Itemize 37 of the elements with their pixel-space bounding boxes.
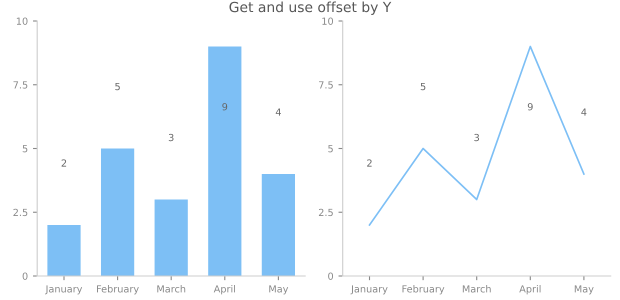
x-tick-label: April <box>214 285 235 294</box>
y-tick-label: 0 <box>22 272 28 280</box>
y-tick-label: 5 <box>22 145 28 152</box>
y-tick-label: 5 <box>328 145 333 152</box>
x-tick-label: May <box>269 285 288 294</box>
annotation: 2 <box>62 159 66 167</box>
line-series <box>368 46 585 226</box>
x-tick-label: January <box>350 285 388 294</box>
x-tick-label: January <box>45 285 82 294</box>
bar <box>154 200 188 276</box>
y-tick-label: 7.5 <box>14 81 28 89</box>
annotation: 2 <box>367 159 372 167</box>
y-tick-label: 0 <box>328 272 334 280</box>
annotation: 3 <box>474 134 480 142</box>
annotation: 5 <box>420 82 426 90</box>
annotation: 3 <box>168 134 174 142</box>
annotation: 9 <box>222 103 228 110</box>
x-tick-label: February <box>97 285 139 294</box>
annotation: 4 <box>276 108 281 116</box>
chart-title: Get and use offset by Y <box>230 2 392 15</box>
bar <box>100 148 134 276</box>
y-tick-label: 10 <box>322 17 334 25</box>
bar <box>208 46 242 276</box>
annotation: 5 <box>115 82 120 90</box>
y-tick-label: 10 <box>16 17 28 25</box>
x-tick-label: May <box>574 285 594 294</box>
annotation: 9 <box>528 103 533 110</box>
x-tick-label: February <box>402 285 444 294</box>
x-tick-label: March <box>462 285 491 293</box>
annotation: 4 <box>581 108 586 116</box>
y-tick-label: 7.5 <box>319 81 333 89</box>
x-tick-label: March <box>157 285 186 293</box>
bar <box>47 225 81 276</box>
x-tick-label: April <box>519 285 540 294</box>
y-tick-label: 2.5 <box>318 208 333 216</box>
bar <box>262 174 296 276</box>
y-tick-label: 2.5 <box>13 208 28 216</box>
